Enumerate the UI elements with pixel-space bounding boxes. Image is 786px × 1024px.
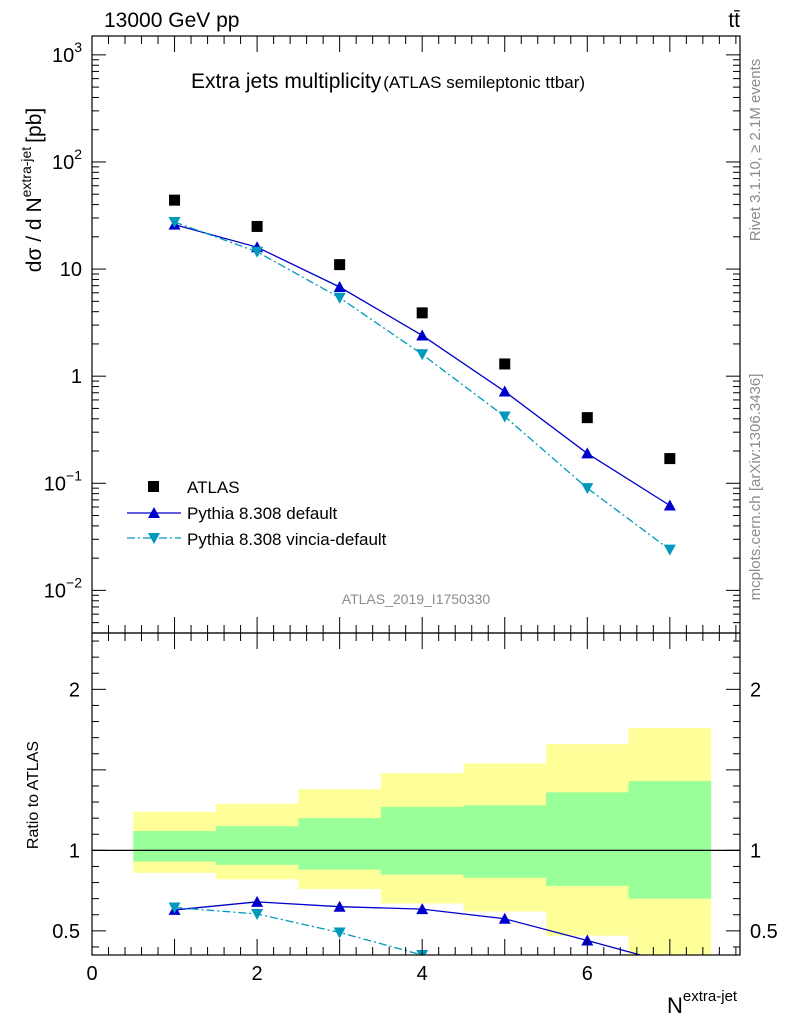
energy-label: 13000 GeV pp [104, 9, 239, 32]
green-band-bin [215, 826, 299, 865]
main-point-atlas [251, 220, 263, 232]
green-band-bin [628, 781, 712, 899]
process-label: tt̄ [728, 9, 740, 32]
chart-title: Extra jets multiplicity (ATLAS semilepton… [191, 70, 585, 93]
main-y-tick-label: 1 [71, 366, 82, 388]
main-y-tick-label-exp: 2 [74, 146, 82, 162]
ratio-x-tick-label: 0 [86, 963, 97, 985]
ratio-y-axis-label: Ratio to ATLAS [25, 741, 42, 849]
legend-entry-atlas: ATLAS [148, 478, 240, 497]
main-point-atlas [499, 358, 511, 370]
rivet-version-label: Rivet 3.1.10, ≥ 2.1M events [747, 59, 764, 242]
x-axis-label-sup: extra-jet [683, 988, 738, 1005]
ratio-y-tick-label-right: 2 [750, 679, 761, 701]
ratio-point-pythia-8-308-vincia-default [333, 927, 346, 939]
legend-entry-pythia-default: Pythia 8.308 default [127, 504, 338, 523]
ratio-y-axis: 0.5 0.5 1 1 2 2 [52, 640, 778, 948]
ratio-plot-frame [91, 632, 741, 956]
legend-label-pythia-vincia: Pythia 8.308 vincia-default [187, 530, 387, 549]
main-point-pythia-8-308-default [498, 385, 511, 397]
main-y-tick-label-base: 10 [44, 473, 66, 495]
main-y-tick-label-base: 1 [71, 366, 82, 388]
main-point-atlas [664, 453, 676, 465]
main-y-tick-label-exp: −2 [66, 574, 82, 590]
main-point-pythia-8-308-vincia-default [251, 246, 264, 258]
ratio-point-pythia-8-308-default [416, 903, 429, 915]
main-y-tick-label-base: 10 [52, 152, 74, 174]
legend: ATLAS Pythia 8.308 default Pythia 8.308 … [127, 478, 387, 549]
main-point-pythia-8-308-vincia-default [663, 544, 676, 556]
ratio-x-tick-label: 4 [417, 963, 428, 985]
main-y-tick-label-exp: −1 [66, 467, 82, 483]
main-point-pythia-8-308-default [333, 281, 346, 293]
main-point-pythia-8-308-default [581, 447, 594, 459]
main-y-axis-label-unit: [pb] [23, 108, 46, 143]
green-band-bin [546, 792, 629, 886]
ratio-y-tick-label: 2 [69, 679, 80, 701]
main-y-tick-label: 10−2 [44, 574, 82, 602]
main-y-tick-label-base: 10 [60, 259, 82, 281]
ratio-x-axis: 0 2 4 6 [86, 633, 737, 985]
main-x-ticks [91, 36, 737, 633]
main-point-pythia-8-308-vincia-default [581, 483, 594, 495]
ratio-x-tick-label: 2 [252, 963, 263, 985]
main-plot-series [168, 194, 676, 556]
main-line-pythia-8-308-vincia-default [174, 221, 671, 551]
main-point-atlas [169, 194, 181, 206]
ratio-x-tick-label: 6 [582, 963, 593, 985]
ratio-point-pythia-8-308-default [498, 912, 511, 924]
main-point-atlas [416, 307, 428, 319]
x-axis-label: Nextra-jet [667, 988, 738, 1018]
green-band-bin [380, 806, 464, 875]
main-y-tick-label: 10 [60, 259, 82, 281]
ratio-y-tick-label: 1 [69, 840, 80, 862]
green-band-bin [298, 818, 381, 870]
main-point-atlas [334, 259, 346, 271]
mcplots-label: mcplots.cern.ch [arXiv:1306.3436] [747, 374, 764, 601]
legend-label-pythia-default: Pythia 8.308 default [187, 504, 338, 523]
ratio-y-tick-label: 0.5 [52, 921, 80, 943]
ratio-point-pythia-8-308-default [333, 900, 346, 912]
main-y-tick-label-base: 10 [52, 45, 74, 67]
main-y-axis-label: dσ / d Nextra-jet [pb] [18, 108, 46, 272]
legend-marker-pythia-vincia [148, 533, 160, 544]
main-y-tick-label: 102 [52, 146, 82, 174]
main-y-tick-label-base: 10 [44, 580, 66, 602]
main-point-pythia-8-308-vincia-default [168, 217, 181, 229]
main-line-pythia-8-308-default [174, 223, 671, 507]
legend-entry-pythia-vincia: Pythia 8.308 vincia-default [127, 530, 387, 549]
main-point-atlas [581, 412, 593, 424]
analysis-watermark: ATLAS_2019_I1750330 [342, 591, 491, 607]
chart-subtitle: (ATLAS semileptonic ttbar) [383, 73, 585, 92]
legend-label-atlas: ATLAS [187, 478, 240, 497]
ratio-point-pythia-8-308-default [664, 957, 676, 968]
legend-marker-pythia-default [148, 507, 160, 518]
chart-title-main: Extra jets multiplicity [191, 70, 382, 93]
main-point-pythia-8-308-default [416, 329, 429, 341]
green-band-bin [133, 831, 216, 862]
main-y-tick-label: 10−1 [44, 467, 82, 495]
main-point-pythia-8-308-vincia-default [333, 292, 346, 304]
green-band-bin [463, 805, 547, 878]
main-y-tick-label-exp: 3 [74, 39, 82, 55]
x-axis-label-text: N [667, 993, 683, 1018]
main-point-pythia-8-308-default [663, 499, 676, 511]
ratio-y-tick-label-right: 1 [750, 840, 761, 862]
main-y-axis-label-sup: extra-jet [18, 147, 34, 198]
ratio-uncertainty-bands [133, 727, 712, 955]
ratio-point-pythia-8-308-default [251, 895, 264, 907]
main-y-axis-label-text: dσ / d N [23, 197, 46, 272]
ratio-point-pythia-8-308-vincia-default [499, 958, 511, 969]
ratio-point-pythia-8-308-vincia-default [251, 908, 264, 920]
legend-marker-atlas [148, 481, 159, 492]
main-point-pythia-8-308-vincia-default [498, 411, 511, 423]
ratio-y-tick-label-right: 0.5 [750, 921, 778, 943]
ratio-point-pythia-8-308-vincia-default [168, 902, 181, 914]
main-y-tick-label: 103 [52, 39, 82, 67]
main-point-pythia-8-308-vincia-default [416, 349, 429, 361]
